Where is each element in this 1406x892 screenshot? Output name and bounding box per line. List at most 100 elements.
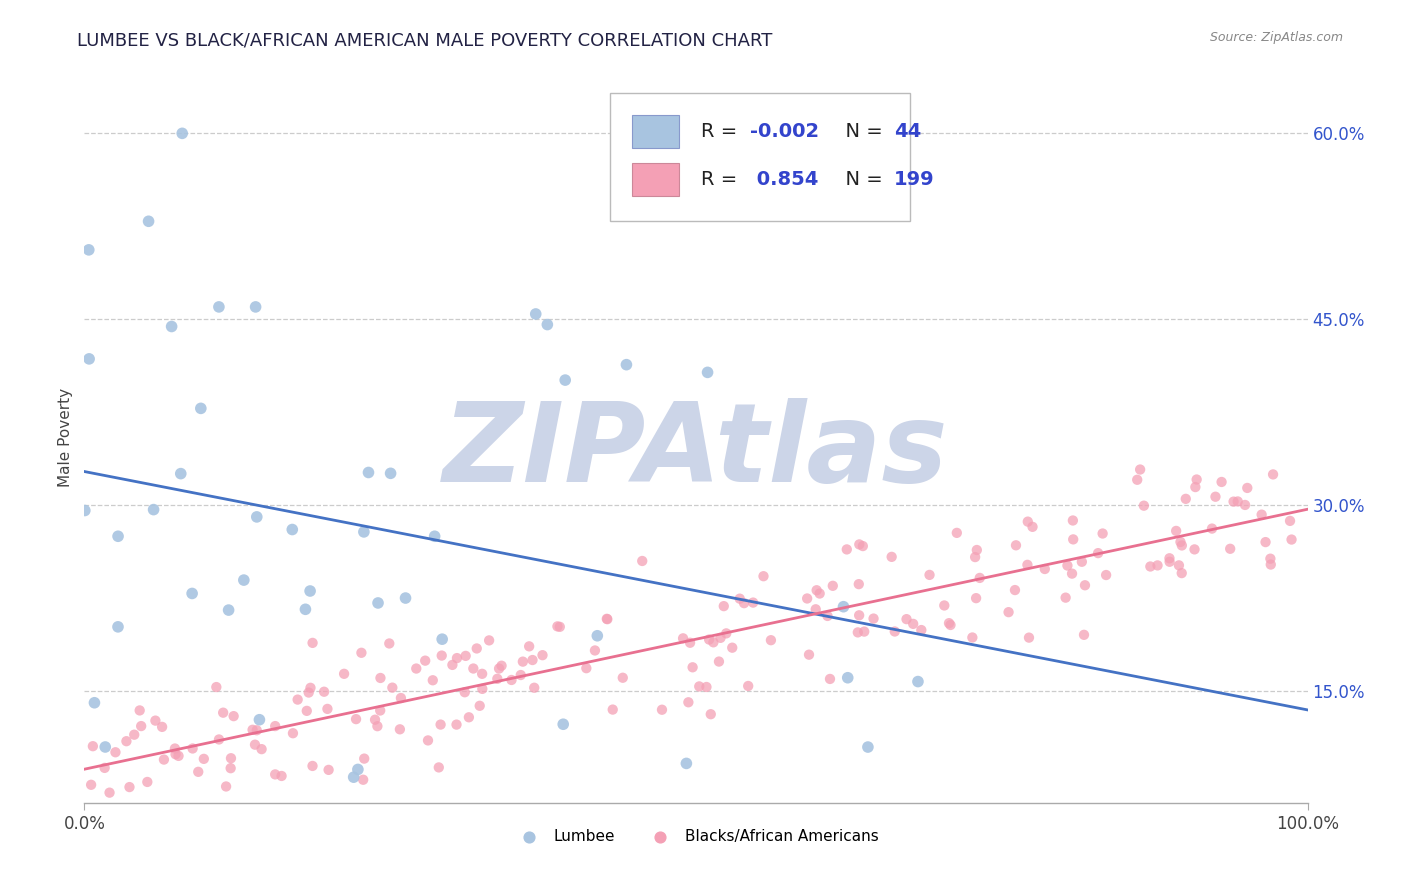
Point	[702, 635, 724, 649]
Point	[1261, 467, 1284, 482]
Point	[107, 529, 129, 543]
Point	[737, 679, 759, 693]
Point	[918, 568, 941, 582]
Point	[350, 646, 373, 660]
Point	[208, 300, 231, 314]
Point	[969, 571, 991, 585]
Point	[1159, 551, 1181, 566]
Point	[1005, 538, 1028, 552]
Point	[1204, 490, 1226, 504]
Point	[1018, 631, 1040, 645]
Point	[93, 761, 115, 775]
Point	[243, 738, 266, 752]
Point	[193, 752, 215, 766]
Point	[682, 660, 704, 674]
Point	[946, 525, 969, 540]
Point	[862, 611, 884, 625]
Point	[222, 709, 245, 723]
Point	[1004, 583, 1026, 598]
Point	[219, 751, 242, 765]
Point	[1226, 494, 1249, 508]
Point	[232, 573, 254, 587]
Point	[1062, 514, 1084, 528]
Point	[700, 707, 723, 722]
Point	[1250, 508, 1272, 522]
Point	[808, 586, 831, 600]
Point	[883, 624, 905, 639]
Point	[73, 503, 96, 517]
Point	[965, 550, 987, 565]
Text: LUMBEE VS BLACK/AFRICAN AMERICAN MALE POVERTY CORRELATION CHART: LUMBEE VS BLACK/AFRICAN AMERICAN MALE PO…	[77, 31, 773, 49]
Point	[1236, 481, 1258, 495]
Point	[264, 719, 287, 733]
Point	[752, 569, 775, 583]
Point	[344, 712, 367, 726]
Point	[205, 680, 228, 694]
Point	[1170, 535, 1192, 549]
Point	[208, 732, 231, 747]
Point	[804, 602, 827, 616]
Point	[631, 554, 654, 568]
Point	[142, 502, 165, 516]
Point	[837, 671, 859, 685]
Point	[446, 651, 468, 665]
Point	[509, 668, 531, 682]
Point	[1222, 494, 1244, 508]
Point	[389, 691, 412, 706]
Point	[314, 684, 336, 698]
Point	[491, 658, 513, 673]
Point	[1170, 566, 1192, 581]
Point	[77, 351, 100, 366]
Point	[602, 702, 624, 716]
Point	[104, 745, 127, 759]
Point	[1074, 578, 1097, 592]
Point	[187, 764, 209, 779]
Point	[546, 619, 568, 633]
Point	[675, 756, 697, 771]
Point	[1211, 475, 1233, 489]
Point	[184, 802, 207, 816]
Point	[1184, 542, 1206, 557]
Point	[381, 681, 404, 695]
Point	[939, 618, 962, 632]
Point	[118, 780, 141, 794]
Point	[160, 319, 183, 334]
Point	[1254, 535, 1277, 549]
Point	[163, 741, 186, 756]
Point	[82, 739, 104, 754]
Legend: Lumbee, Blacks/African Americans: Lumbee, Blacks/African Americans	[508, 822, 884, 850]
Point	[733, 596, 755, 610]
Point	[347, 763, 370, 777]
Point	[832, 599, 855, 614]
Point	[1174, 491, 1197, 506]
Point	[172, 126, 194, 140]
Point	[367, 596, 389, 610]
Point	[1146, 558, 1168, 573]
Point	[281, 523, 304, 537]
Text: R =: R =	[700, 122, 744, 141]
Point	[301, 759, 323, 773]
Point	[707, 655, 730, 669]
Point	[249, 713, 271, 727]
Point	[457, 710, 479, 724]
Point	[378, 636, 401, 650]
Point	[441, 657, 464, 672]
Point	[962, 631, 984, 645]
Point	[696, 365, 718, 379]
Point	[167, 748, 190, 763]
Point	[478, 633, 501, 648]
Point	[388, 723, 411, 737]
Point	[1139, 559, 1161, 574]
Point	[145, 714, 167, 728]
Point	[129, 719, 152, 733]
Point	[488, 661, 510, 675]
Point	[938, 616, 960, 631]
Point	[1279, 514, 1302, 528]
Point	[333, 666, 356, 681]
Point	[136, 775, 159, 789]
Point	[1062, 533, 1084, 547]
Text: 199: 199	[894, 170, 935, 189]
Point	[1159, 555, 1181, 569]
Point	[501, 673, 523, 687]
Point	[1056, 558, 1078, 573]
